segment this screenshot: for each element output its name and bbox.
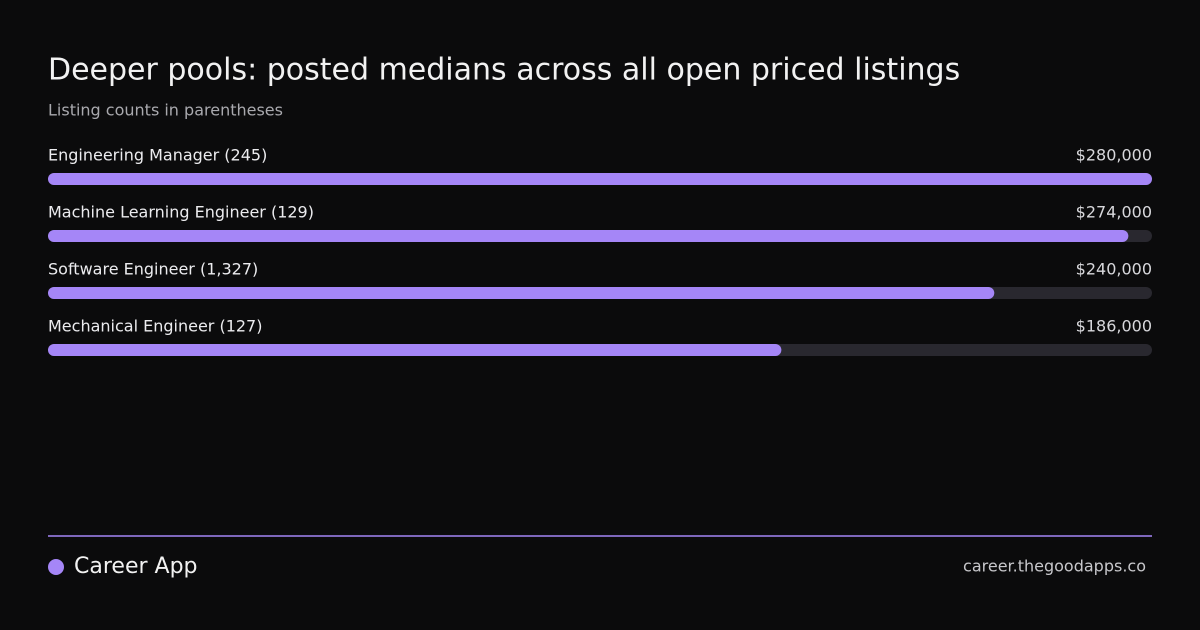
bar [48,173,1152,185]
category-label: Mechanical Engineer (127) [48,317,262,336]
url: career.thegoodapps.co [963,557,1146,576]
value-label: $186,000 [1076,317,1152,336]
value-label: $274,000 [1076,203,1152,222]
chart-subtitle: Listing counts in parentheses [48,101,283,120]
category-label: Machine Learning Engineer (129) [48,203,314,222]
bar [48,287,995,299]
brand-dot [48,559,64,575]
bar [48,344,782,356]
category-label: Software Engineer (1,327) [48,260,258,279]
brand: Career App [74,554,198,579]
value-label: $240,000 [1076,260,1152,279]
value-label: $280,000 [1076,146,1152,165]
category-label: Engineering Manager (245) [48,146,267,165]
bar [48,230,1129,242]
chart-title: Deeper pools: posted medians across all … [48,53,960,88]
